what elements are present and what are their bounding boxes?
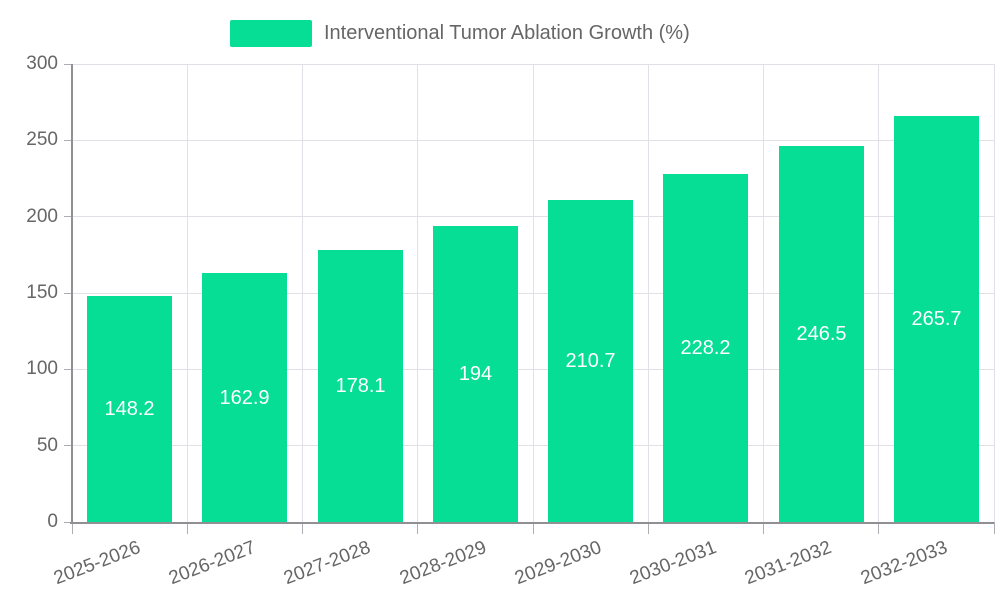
y-axis-tick	[64, 216, 72, 218]
y-tick-label: 100	[26, 358, 58, 380]
y-axis-tick	[64, 521, 72, 523]
x-gridline	[186, 64, 188, 522]
y-tick-label: 50	[36, 434, 58, 456]
x-tick-label: 2029-2030	[511, 537, 605, 590]
x-axis-tick	[878, 522, 880, 534]
bar[interactable]	[548, 200, 633, 522]
bar[interactable]	[779, 145, 864, 522]
x-gridline	[763, 64, 764, 522]
bar[interactable]	[894, 116, 979, 522]
y-axis-tick	[64, 368, 72, 370]
x-axis-tick	[417, 522, 419, 534]
x-axis-tick	[647, 522, 649, 534]
bar[interactable]	[87, 295, 172, 522]
y-tick-label: 0	[47, 511, 58, 532]
x-gridline	[417, 64, 419, 522]
x-gridline	[532, 64, 534, 522]
y-axis-tick	[64, 445, 72, 447]
x-tick-label: 2031-2032	[742, 537, 835, 590]
bar[interactable]	[663, 173, 748, 522]
y-axis-tick	[64, 292, 72, 294]
y-axis-line	[71, 64, 73, 524]
x-gridline	[302, 64, 303, 522]
x-tick-label: 2028-2029	[396, 537, 489, 590]
y-tick-label: 200	[26, 205, 58, 227]
legend-swatch-icon	[230, 20, 312, 47]
y-tick-label: 300	[26, 53, 58, 74]
x-axis-tick	[532, 522, 534, 534]
x-tick-label: 2026-2027	[166, 537, 259, 590]
bar[interactable]	[202, 273, 287, 522]
y-axis-tick	[64, 63, 72, 65]
x-axis-tick	[993, 522, 995, 534]
x-axis-tick	[302, 522, 303, 534]
x-axis-tick	[186, 522, 188, 534]
x-axis-line	[70, 522, 994, 524]
x-gridline	[993, 64, 995, 522]
x-axis-tick	[763, 522, 764, 534]
x-axis-tick	[71, 522, 73, 534]
x-tick-label: 2032-2033	[857, 537, 950, 590]
bar[interactable]	[433, 225, 518, 522]
y-tick-label: 250	[26, 129, 58, 151]
x-tick-label: 2027-2028	[281, 537, 374, 590]
bar[interactable]	[318, 250, 403, 522]
x-tick-label: 2025-2026	[50, 537, 144, 590]
x-tick-label: 2030-2031	[627, 537, 720, 590]
x-gridline	[647, 64, 649, 522]
y-axis-tick	[64, 139, 72, 141]
legend-item[interactable]: Interventional Tumor Ablation Growth (%)	[230, 20, 690, 47]
legend-label: Interventional Tumor Ablation Growth (%)	[324, 22, 690, 44]
y-tick-label: 150	[26, 282, 58, 303]
x-gridline	[878, 64, 880, 522]
